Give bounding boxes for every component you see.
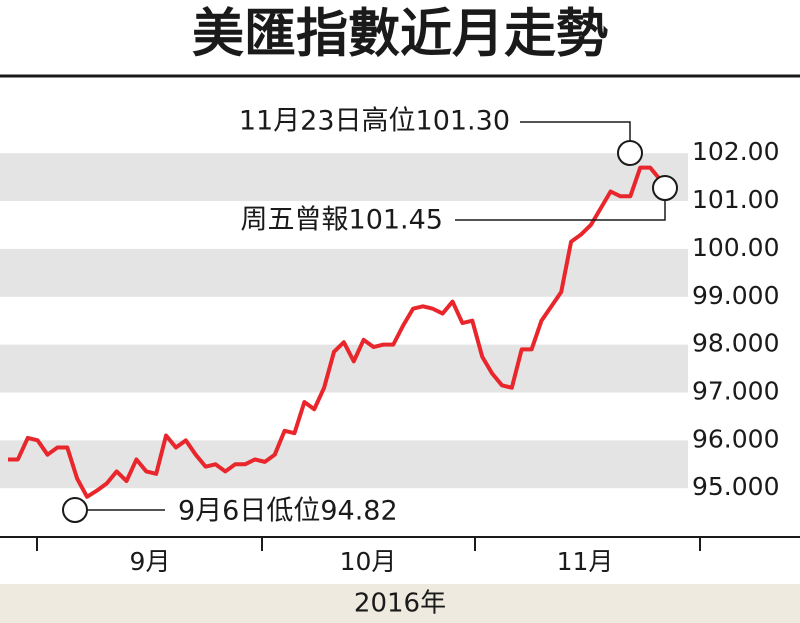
line-series bbox=[8, 165, 662, 499]
y-tick-label: 97.000 bbox=[692, 376, 779, 405]
callout-circle bbox=[62, 497, 88, 523]
y-tick-label: 100.00 bbox=[692, 233, 779, 262]
x-tick-label: 9月 bbox=[130, 547, 171, 576]
x-tick-label: 10月 bbox=[340, 547, 397, 576]
y-tick-label: 101.00 bbox=[692, 185, 779, 214]
bands bbox=[0, 153, 688, 489]
y-tick-label: 99.000 bbox=[692, 281, 779, 310]
callout-circle bbox=[617, 140, 643, 166]
y-tick-label: 98.000 bbox=[692, 329, 779, 358]
grid-band bbox=[0, 440, 688, 489]
x-tick-label: 11月 bbox=[557, 547, 614, 576]
annotation: 周五曾報101.45 bbox=[241, 205, 443, 236]
footer-band bbox=[0, 584, 800, 623]
y-tick-label: 95.000 bbox=[692, 472, 779, 501]
leader-line bbox=[455, 200, 666, 221]
annotation: 9月6日低位94.82 bbox=[178, 496, 398, 527]
y-tick-label: 96.000 bbox=[692, 424, 779, 453]
leader-line bbox=[520, 121, 631, 141]
grid-band bbox=[0, 344, 688, 393]
chart-title: 美匯指數近月走勢 bbox=[192, 4, 608, 65]
grid-band bbox=[0, 153, 688, 202]
callout-circle bbox=[652, 175, 678, 201]
x-axis-title: 2016年 bbox=[354, 589, 446, 619]
annotation: 11月23日高位101.30 bbox=[239, 106, 510, 137]
y-tick-label: 102.00 bbox=[692, 137, 779, 166]
grid-band bbox=[0, 248, 688, 297]
